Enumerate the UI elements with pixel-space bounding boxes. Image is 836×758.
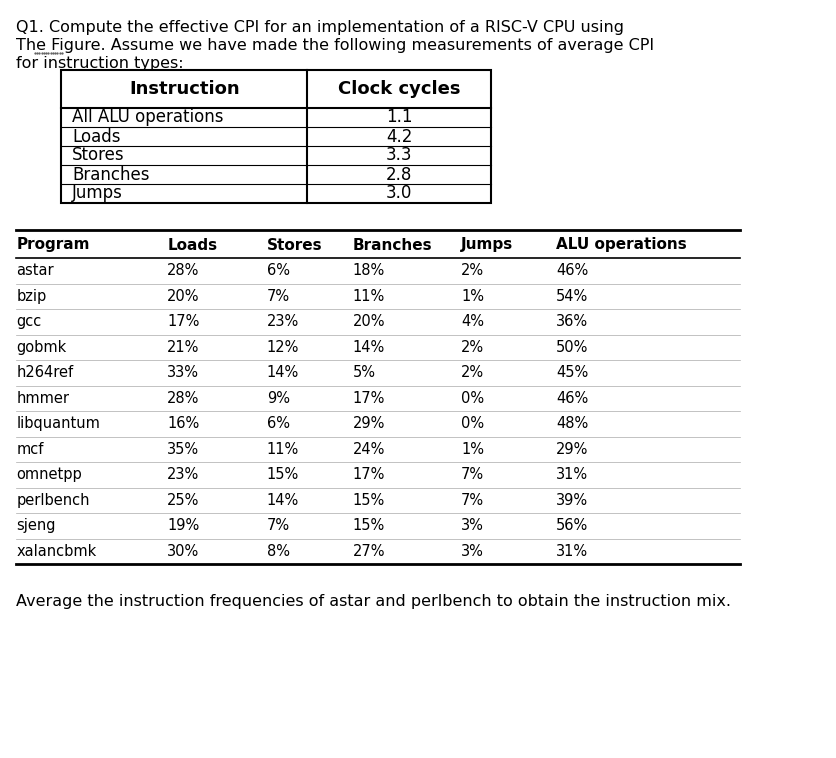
Text: Jumps: Jumps: [72, 184, 123, 202]
Text: 20%: 20%: [167, 289, 200, 304]
Text: 1%: 1%: [461, 442, 483, 457]
Text: 1%: 1%: [461, 289, 483, 304]
Text: 31%: 31%: [555, 543, 588, 559]
Text: for instruction types:: for instruction types:: [16, 56, 184, 71]
Text: 6%: 6%: [267, 416, 289, 431]
Text: gcc: gcc: [16, 315, 42, 329]
Text: sjeng: sjeng: [16, 518, 56, 533]
Text: 17%: 17%: [167, 315, 200, 329]
Text: 30%: 30%: [167, 543, 199, 559]
Text: 0%: 0%: [461, 416, 484, 431]
Text: Average the instruction frequencies of astar and perlbench to obtain the instruc: Average the instruction frequencies of a…: [16, 594, 731, 609]
Text: 14%: 14%: [267, 493, 298, 508]
Text: astar: astar: [16, 263, 54, 278]
Text: h264ref: h264ref: [16, 365, 74, 381]
Text: gobmk: gobmk: [16, 340, 66, 355]
Text: 20%: 20%: [352, 315, 385, 329]
Text: 11%: 11%: [352, 289, 385, 304]
Text: perlbench: perlbench: [16, 493, 89, 508]
Text: Instruction: Instruction: [129, 80, 239, 98]
Text: 25%: 25%: [167, 493, 200, 508]
Text: 24%: 24%: [352, 442, 385, 457]
Text: 35%: 35%: [167, 442, 199, 457]
Text: 15%: 15%: [352, 493, 385, 508]
Text: All ALU operations: All ALU operations: [72, 108, 223, 127]
Text: 9%: 9%: [267, 391, 289, 406]
Text: 31%: 31%: [555, 467, 588, 482]
Text: 14%: 14%: [352, 340, 385, 355]
Text: 7%: 7%: [267, 289, 289, 304]
Text: 56%: 56%: [555, 518, 588, 533]
Text: 33%: 33%: [167, 365, 199, 381]
Text: 12%: 12%: [267, 340, 298, 355]
Text: 2%: 2%: [461, 365, 484, 381]
Text: 2%: 2%: [461, 340, 484, 355]
Text: libquantum: libquantum: [16, 416, 100, 431]
Text: 18%: 18%: [352, 263, 385, 278]
Text: 15%: 15%: [267, 467, 298, 482]
Text: 0%: 0%: [461, 391, 484, 406]
Text: 48%: 48%: [555, 416, 588, 431]
Text: xalancbmk: xalancbmk: [16, 543, 96, 559]
Text: 7%: 7%: [461, 467, 484, 482]
Text: 19%: 19%: [167, 518, 199, 533]
Text: 11%: 11%: [267, 442, 298, 457]
Text: 3%: 3%: [461, 543, 483, 559]
Text: 29%: 29%: [352, 416, 385, 431]
Text: Program: Program: [16, 237, 89, 252]
Text: 8%: 8%: [267, 543, 289, 559]
Text: Stores: Stores: [72, 146, 125, 164]
Text: 7%: 7%: [267, 518, 289, 533]
Text: 5%: 5%: [352, 365, 375, 381]
Text: 14%: 14%: [267, 365, 298, 381]
Text: 3%: 3%: [461, 518, 483, 533]
Bar: [61, 70, 491, 203]
Text: 17%: 17%: [352, 467, 385, 482]
Text: 15%: 15%: [352, 518, 385, 533]
Text: 27%: 27%: [352, 543, 385, 559]
Text: Jumps: Jumps: [461, 237, 512, 252]
Text: 46%: 46%: [555, 263, 588, 278]
Text: Clock cycles: Clock cycles: [338, 80, 460, 98]
Text: Loads: Loads: [72, 127, 120, 146]
Text: 39%: 39%: [555, 493, 588, 508]
Text: 45%: 45%: [555, 365, 588, 381]
Text: ALU operations: ALU operations: [555, 237, 686, 252]
Text: 28%: 28%: [167, 391, 200, 406]
Text: Branches: Branches: [352, 237, 431, 252]
Text: 23%: 23%: [167, 467, 199, 482]
Text: Branches: Branches: [72, 165, 150, 183]
Text: The Figure. Assume we have made the following measurements of average CPI: The Figure. Assume we have made the foll…: [16, 38, 654, 53]
Text: Q1. Compute the effective CPI for an implementation of a RISC-V CPU using: Q1. Compute the effective CPI for an imp…: [16, 20, 624, 35]
Text: bzip: bzip: [16, 289, 47, 304]
Text: mcf: mcf: [16, 442, 43, 457]
Text: 6%: 6%: [267, 263, 289, 278]
Text: hmmer: hmmer: [16, 391, 69, 406]
Text: 1.1: 1.1: [385, 108, 412, 127]
Text: 16%: 16%: [167, 416, 199, 431]
Text: 36%: 36%: [555, 315, 588, 329]
Text: 21%: 21%: [167, 340, 200, 355]
Text: 2%: 2%: [461, 263, 484, 278]
Text: 54%: 54%: [555, 289, 588, 304]
Text: 29%: 29%: [555, 442, 588, 457]
Text: omnetpp: omnetpp: [16, 467, 82, 482]
Text: 23%: 23%: [267, 315, 298, 329]
Text: 4%: 4%: [461, 315, 483, 329]
Text: 28%: 28%: [167, 263, 200, 278]
Text: 46%: 46%: [555, 391, 588, 406]
Text: 17%: 17%: [352, 391, 385, 406]
Text: 50%: 50%: [555, 340, 588, 355]
Text: 2.8: 2.8: [385, 165, 412, 183]
Text: Stores: Stores: [267, 237, 322, 252]
Text: 3.3: 3.3: [385, 146, 412, 164]
Text: 3.0: 3.0: [385, 184, 412, 202]
Text: 7%: 7%: [461, 493, 484, 508]
Text: Loads: Loads: [167, 237, 217, 252]
Text: 4.2: 4.2: [385, 127, 412, 146]
